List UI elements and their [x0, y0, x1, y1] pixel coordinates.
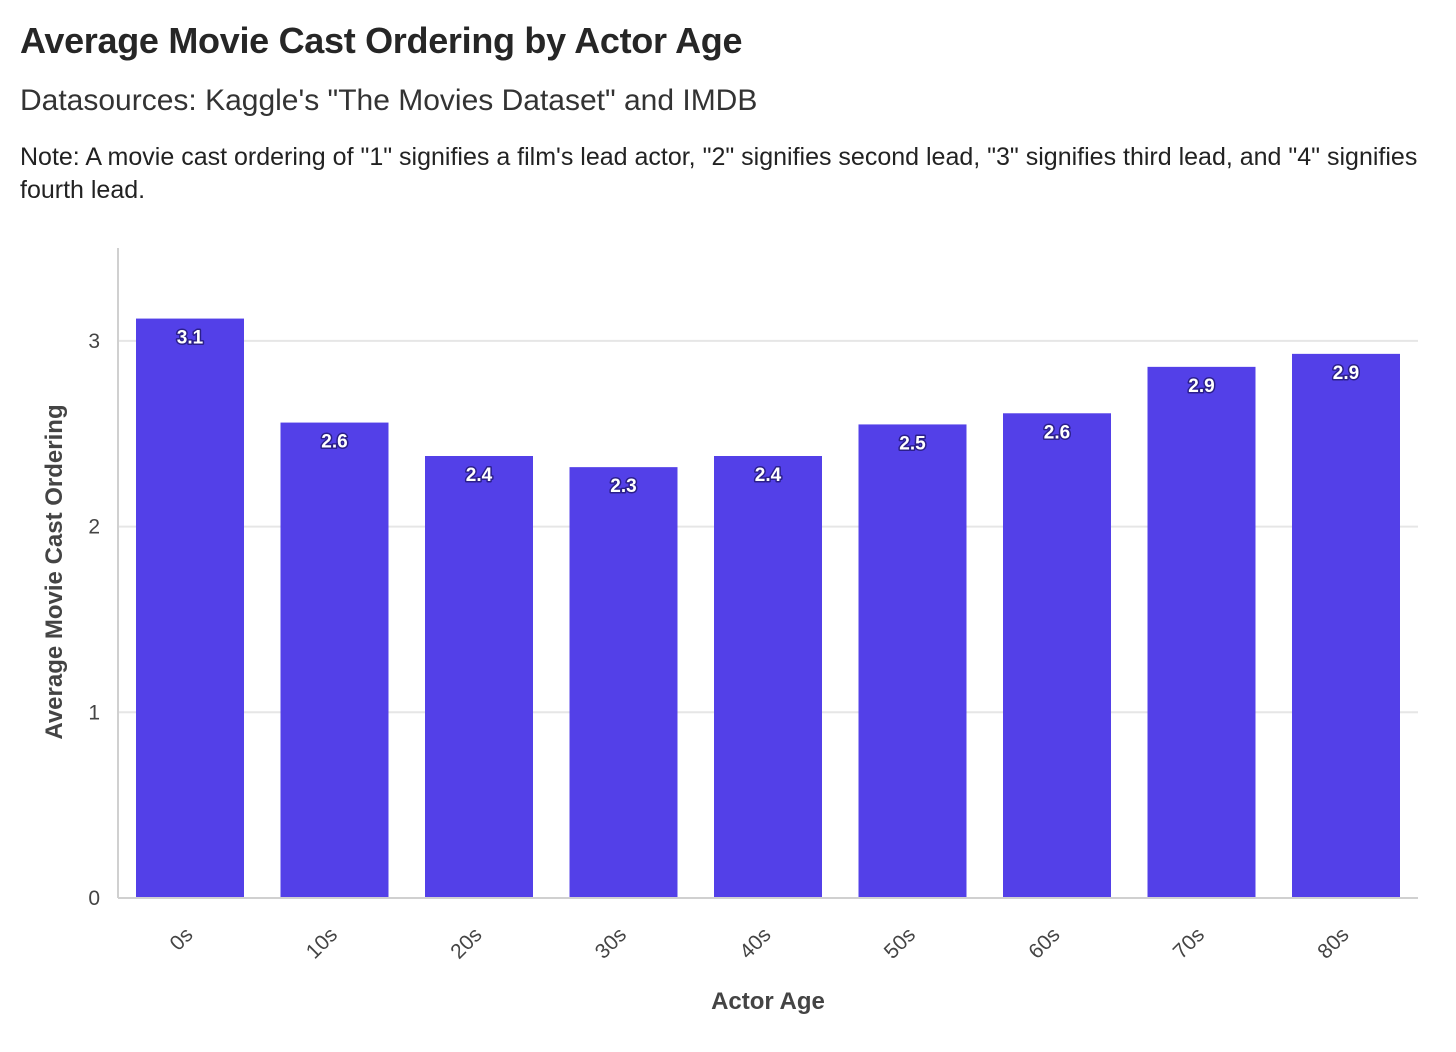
x-tick-label: 60s — [1024, 923, 1064, 963]
y-tick-label: 1 — [88, 701, 100, 724]
chart-subtitle: Datasources: Kaggle's "The Movies Datase… — [20, 84, 758, 117]
bar — [858, 424, 967, 898]
bar — [425, 456, 533, 898]
x-tick-label: 20s — [446, 923, 486, 963]
bar — [1292, 353, 1400, 898]
chart-note: Note: A movie cast ordering of "1" signi… — [20, 143, 1418, 204]
bar-value-label: 2.4 — [755, 465, 782, 486]
y-axis-ticks: 0 1 2 3 — [88, 330, 100, 910]
bar-value-label: 3.1 — [177, 328, 204, 349]
bar-value-label: 2.9 — [1188, 376, 1214, 397]
y-tick-label: 2 — [88, 516, 100, 539]
bar — [1003, 413, 1111, 898]
bar-value-label: 2.3 — [610, 476, 636, 497]
x-tick-label: 30s — [591, 923, 631, 963]
bars — [136, 318, 1400, 899]
y-tick-label: 0 — [88, 887, 100, 910]
bar-value-label: 2.6 — [1044, 422, 1070, 443]
bar-value-label: 2.4 — [466, 465, 493, 486]
bar-value-label: 2.5 — [899, 433, 926, 454]
x-tick-label: 70s — [1169, 923, 1209, 963]
x-axis-title: Actor Age — [711, 988, 825, 1015]
bar-labels: 3.1 2.6 2.4 2.3 2.4 2.5 2.6 2.9 2.9 — [175, 326, 1360, 499]
bar-value-label: 2.9 — [1333, 363, 1359, 384]
bar-value-label: 2.6 — [321, 432, 347, 453]
x-tick-label: 50s — [880, 923, 920, 963]
chart-title: Average Movie Cast Ordering by Actor Age — [20, 20, 743, 61]
bar — [569, 467, 678, 898]
x-tick-label: 0s — [166, 923, 198, 955]
x-tick-label: 80s — [1313, 923, 1353, 963]
bar — [714, 456, 822, 898]
bar — [136, 318, 244, 899]
x-axis-ticks: 0s 10s 20s 30s 40s 50s 60s 70s 80s — [166, 923, 1354, 963]
x-tick-label: 40s — [735, 923, 775, 963]
y-axis-title: Average Movie Cast Ordering — [41, 404, 68, 739]
bar — [1147, 366, 1256, 898]
bar — [280, 422, 389, 898]
y-tick-label: 3 — [88, 330, 100, 353]
x-tick-label: 10s — [302, 923, 342, 963]
